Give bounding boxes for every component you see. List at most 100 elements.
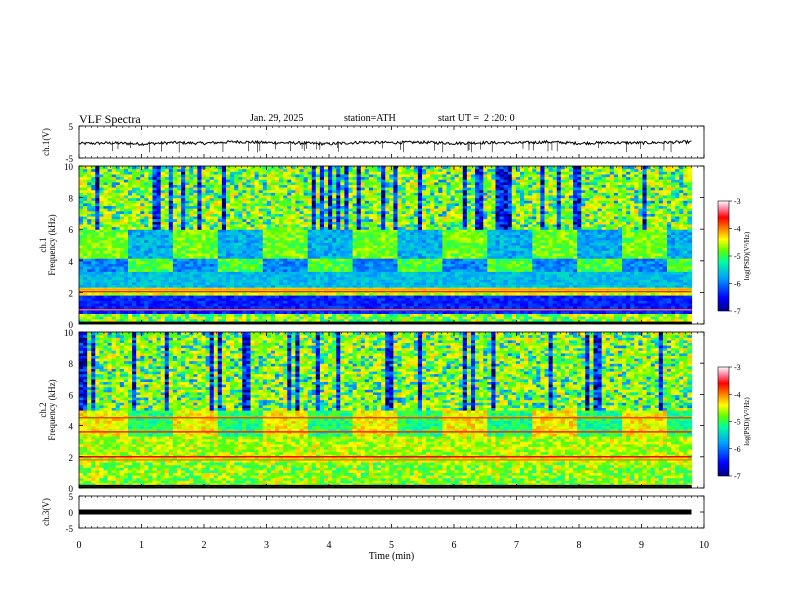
spectrogram-cell bbox=[221, 281, 227, 286]
spectrogram-cell bbox=[324, 202, 329, 207]
spectrogram-cell bbox=[254, 239, 260, 243]
spectrogram-cell bbox=[115, 255, 121, 259]
spectrogram-cell bbox=[279, 202, 284, 207]
spectrogram-cell bbox=[348, 216, 354, 220]
spectrogram-cell bbox=[279, 284, 284, 288]
spectrogram-cell bbox=[364, 229, 370, 233]
spectrogram-cell bbox=[381, 268, 386, 272]
spectrogram-cell bbox=[246, 305, 252, 309]
spectrogram-cell bbox=[364, 292, 370, 296]
spectrogram-cell bbox=[172, 205, 178, 209]
spectrogram-cell bbox=[205, 218, 211, 222]
spectrogram-cell bbox=[254, 252, 260, 257]
spectrogram-cell bbox=[246, 268, 252, 272]
spectrogram-cell bbox=[319, 229, 325, 233]
spectrogram-cell bbox=[389, 279, 394, 283]
spectrogram-cell bbox=[172, 226, 178, 230]
spectrogram-cell bbox=[189, 260, 194, 264]
spectrogram-cell bbox=[270, 302, 276, 307]
spectrogram-cell bbox=[303, 171, 309, 175]
spectrogram-cell bbox=[107, 313, 113, 317]
spectrogram-cell bbox=[315, 292, 321, 296]
spectrogram-cell bbox=[319, 192, 325, 196]
spectrogram-cell bbox=[250, 310, 256, 314]
spectrogram-cell bbox=[148, 316, 154, 320]
spectrogram-cell bbox=[348, 189, 354, 193]
spectrogram-cell bbox=[201, 195, 207, 199]
spectrogram-cell bbox=[185, 316, 190, 320]
spectrogram-cell bbox=[246, 318, 252, 322]
spectrogram-cell bbox=[181, 231, 186, 235]
spectrogram-cell bbox=[193, 252, 198, 257]
spectrogram-cell bbox=[397, 255, 403, 259]
spectrogram-cell bbox=[352, 171, 358, 175]
spectrogram-cell bbox=[148, 168, 154, 172]
spectrogram-cell bbox=[160, 276, 166, 280]
spectrogram-cell bbox=[332, 229, 337, 233]
spectrogram-cell bbox=[299, 229, 305, 233]
spectrogram-cell bbox=[91, 205, 96, 209]
spectrogram-cell bbox=[181, 247, 186, 251]
spectrogram-cell bbox=[172, 200, 178, 204]
spectrogram-cell bbox=[303, 239, 309, 243]
spectrogram-cell bbox=[262, 173, 268, 178]
spectrogram-cell bbox=[205, 231, 211, 235]
spectrogram-cell bbox=[279, 310, 284, 314]
spectrogram-cell bbox=[352, 274, 358, 278]
spectrogram-cell bbox=[319, 318, 325, 322]
spectrogram-cell bbox=[140, 166, 145, 170]
spectrogram-cell bbox=[140, 271, 145, 275]
spectrogram-cell bbox=[103, 281, 109, 286]
spectrogram-cell bbox=[160, 316, 166, 320]
spectrogram-cell bbox=[193, 263, 198, 267]
spectrogram-cell bbox=[246, 187, 252, 191]
spectrogram-cell bbox=[258, 305, 264, 309]
spectrogram-cell bbox=[352, 223, 358, 228]
spectrogram-cell bbox=[132, 210, 137, 214]
spectrogram-cell bbox=[332, 266, 337, 270]
spectrogram-cell bbox=[307, 242, 313, 246]
spectrogram-cell bbox=[397, 197, 403, 201]
spectrogram-cell bbox=[185, 205, 190, 209]
spectrogram-cell bbox=[270, 202, 276, 207]
spectrogram-cell bbox=[172, 187, 178, 191]
spectrogram-cell bbox=[381, 295, 386, 299]
spectrogram-cell bbox=[213, 171, 219, 175]
spectrogram-cell bbox=[299, 226, 305, 230]
spectrogram-cell bbox=[295, 171, 301, 175]
spectrogram-cell bbox=[303, 247, 309, 251]
spectrogram-cell bbox=[144, 276, 149, 280]
spectrogram-cell bbox=[348, 168, 354, 172]
spectrogram-cell bbox=[246, 184, 252, 188]
spectrogram-cell bbox=[132, 276, 137, 280]
spectrogram-cell bbox=[111, 295, 117, 299]
spectrogram-cell bbox=[201, 266, 207, 270]
spectrogram-cell bbox=[311, 255, 317, 259]
spectrogram-cell bbox=[254, 213, 260, 217]
spectrogram-cell bbox=[156, 239, 162, 243]
spectrogram-cell bbox=[156, 242, 162, 246]
spectrogram-cell bbox=[156, 208, 162, 212]
spectrogram-cell bbox=[172, 263, 178, 267]
spectrogram-cell bbox=[193, 173, 198, 178]
spectrogram-cell bbox=[368, 295, 374, 299]
spectrogram-cell bbox=[230, 258, 235, 262]
spectrogram-cell bbox=[336, 213, 341, 217]
spectrogram-cell bbox=[275, 184, 280, 188]
spectrogram-cell bbox=[364, 179, 370, 183]
spectrogram-cell bbox=[156, 237, 162, 241]
spectrogram-cell bbox=[238, 176, 243, 180]
spectrogram-cell bbox=[217, 255, 223, 259]
spectrogram-cell bbox=[340, 202, 345, 207]
spectrogram-cell bbox=[95, 179, 100, 183]
spectrogram-cell bbox=[266, 281, 272, 286]
spectrogram-cell bbox=[156, 192, 162, 196]
spectrogram-cell bbox=[311, 271, 317, 275]
spectrogram-cell bbox=[295, 295, 301, 299]
spectrogram-cell bbox=[132, 263, 137, 267]
spectrogram-cell bbox=[373, 297, 378, 301]
spectrogram-cell bbox=[291, 300, 296, 304]
spectrogram-cell bbox=[140, 300, 145, 304]
spectrogram-cell bbox=[299, 202, 305, 207]
spectrogram-cell bbox=[275, 242, 280, 246]
